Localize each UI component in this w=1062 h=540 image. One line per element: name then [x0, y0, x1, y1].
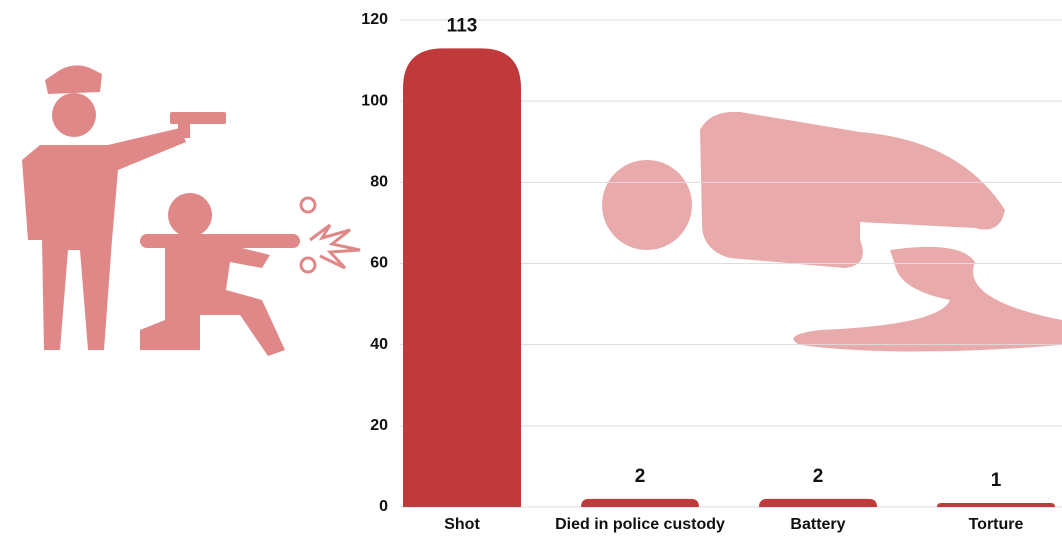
- x-tick-label: Died in police custody: [555, 516, 725, 533]
- value-label: 113: [447, 15, 478, 36]
- value-label: 1: [991, 470, 1002, 491]
- bar: [581, 498, 699, 507]
- y-tick-label: 120: [361, 11, 388, 28]
- burst-icon: [299, 196, 361, 274]
- victim-icon: [602, 111, 1062, 352]
- x-tick-label: Shot: [444, 516, 480, 533]
- y-tick-label: 80: [370, 174, 388, 191]
- x-tick-label: Battery: [790, 516, 845, 533]
- bar: [403, 48, 521, 508]
- y-tick-label: 60: [370, 255, 388, 272]
- bar: [937, 502, 1055, 507]
- y-tick-label: 20: [370, 417, 388, 434]
- y-tick-label: 100: [361, 92, 388, 109]
- bar: [759, 498, 877, 507]
- plot: 0 20 40 60 80 100 120 Shot 113 Died in police cus…: [361, 11, 1062, 533]
- value-label: 2: [635, 466, 646, 487]
- x-tick-label: Torture: [969, 516, 1024, 533]
- y-tick-label: 0: [379, 498, 388, 515]
- value-label: 2: [813, 466, 824, 487]
- police-icon: [22, 65, 300, 356]
- y-tick-label: 40: [370, 336, 388, 353]
